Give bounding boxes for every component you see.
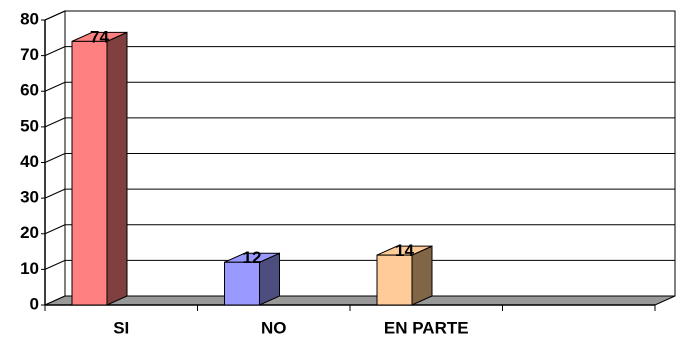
value-label: 14 [395,241,414,260]
y-tick-label: 0 [30,294,39,313]
y-tick-label: 50 [20,116,39,135]
grid-line [44,188,66,199]
grid-line [44,259,66,270]
value-label: 74 [90,27,109,46]
bar [71,40,108,306]
grid-line [44,46,66,57]
y-tick-label: 80 [20,9,39,28]
bar-side [106,31,128,306]
floor [44,295,676,306]
bar [376,254,413,306]
grid-line [44,117,66,128]
y-tick-label: 10 [20,259,39,278]
x-tick-label: SI [113,318,129,337]
grid-line [44,10,66,21]
grid-line [44,153,66,163]
x-tick-label: EN PARTE [384,318,469,337]
grid-line [44,81,66,92]
bar [224,261,260,306]
y-tick-label: 60 [20,81,39,100]
y-tick-label: 30 [20,188,39,207]
x-tick-label: NO [261,318,287,337]
y-tick-label: 20 [20,223,39,242]
grid-line [44,224,66,235]
y-tick-label: 40 [20,152,39,171]
y-tick-label: 70 [20,45,39,64]
bar-side [411,245,433,306]
value-label: 12 [243,248,262,267]
